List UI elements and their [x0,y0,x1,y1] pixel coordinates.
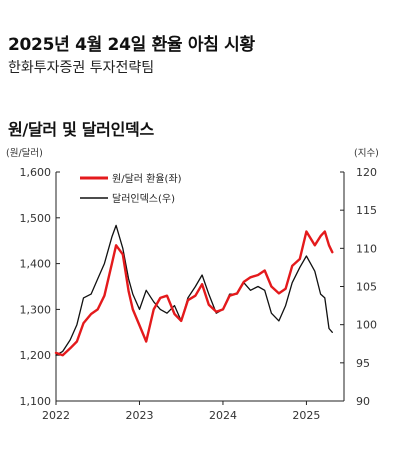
x-tick-label: 2023 [125,409,153,422]
right-tick-label: 110 [356,242,377,255]
left-axis-unit: (원/달러) [6,147,43,159]
legend-label: 달러인덱스(우) [112,193,175,205]
x-axis-ticks: 2022 2023 2024 2025 [42,401,320,422]
legend-label: 원/달러 환율(좌) [112,173,182,185]
page-title: 2025년 4월 24일 환율 아침 시황 [8,35,255,55]
left-tick-label: 1,400 [20,258,52,271]
left-tick-label: 1,200 [20,349,52,362]
legend: 원/달러 환율(좌) 달러인덱스(우) [80,173,182,205]
x-tick-label: 2025 [292,409,320,422]
series-group [54,224,334,357]
series-line-dollar-index [55,224,333,356]
right-tick-label: 95 [356,357,370,370]
right-tick-label: 105 [356,281,377,294]
right-tick-label: 90 [356,395,370,408]
left-tick-label: 1,500 [20,212,52,225]
chart-title: 원/달러 및 달러인덱스 [8,120,154,139]
right-tick-label: 120 [356,166,377,179]
right-axis-ticks: 90 95 100 105 110 115 120 [340,166,377,408]
right-tick-label: 115 [356,204,377,217]
right-tick-label: 100 [356,319,377,332]
left-axis-ticks: 1,100 1,200 1,300 1,400 1,500 1,600 [20,166,60,408]
left-tick-label: 1,300 [20,303,52,316]
left-tick-label: 1,600 [20,166,52,179]
right-axis-unit: (지수) [354,148,379,159]
x-tick-label: 2024 [209,409,237,422]
series-line-krw-usd [54,230,334,357]
page-subtitle: 한화투자증권 투자전략팀 [8,60,155,76]
left-tick-label: 1,100 [20,395,52,408]
x-tick-label: 2022 [42,409,70,422]
